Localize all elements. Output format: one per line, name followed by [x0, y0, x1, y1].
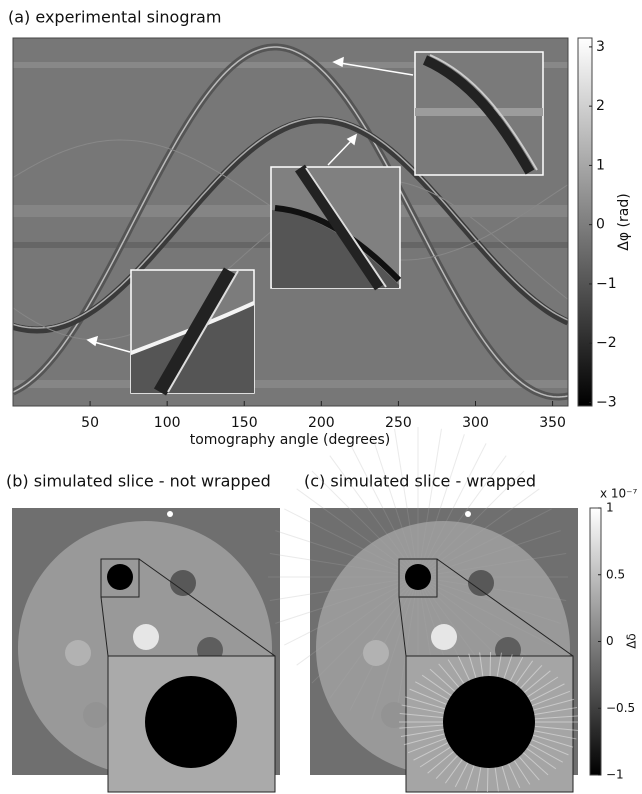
- x-tick-label: 300: [462, 415, 489, 431]
- colorbar-tick-label: −2: [596, 335, 617, 351]
- x-tick-label: 250: [385, 415, 412, 431]
- colorbar-multiplier: x 10⁻⁷: [600, 487, 638, 501]
- x-tick-label: 150: [231, 415, 258, 431]
- panel-c-title: (c) simulated slice - wrapped: [304, 472, 536, 491]
- x-tick-label: 350: [539, 415, 566, 431]
- x-tick-label: 200: [308, 415, 335, 431]
- colorbar-tick-label: −0.5: [606, 701, 635, 715]
- colorbar-tick-label: −3: [596, 394, 617, 410]
- colorbar-tick-label: 0: [606, 634, 614, 648]
- colorbar-tick-label: −1: [606, 768, 624, 782]
- colorbar-label: Δφ (rad): [616, 193, 632, 250]
- slice-wrapped: [268, 427, 579, 793]
- slice-not-wrapped: [12, 508, 280, 793]
- colorbar-tick-label: 2: [596, 98, 605, 114]
- colorbar-tick-label: 3: [596, 39, 605, 55]
- colorbar-tick-label: 0: [596, 217, 605, 233]
- insets: [86, 51, 544, 396]
- axes-frame: [12, 37, 569, 407]
- colorbar-tick-label: −1: [596, 276, 617, 292]
- panel-a-title: (a) experimental sinogram: [8, 8, 221, 27]
- panel-b-title: (b) simulated slice - not wrapped: [6, 472, 271, 491]
- x-axis-label: tomography angle (degrees): [190, 432, 391, 448]
- colorbar-tick-label: 0.5: [606, 567, 625, 581]
- colorbar-label: Δδ: [625, 633, 639, 649]
- colorbar-tick-label: 1: [606, 501, 614, 515]
- colorbar-tick-label: 1: [596, 157, 605, 173]
- x-tick-label: 100: [154, 415, 181, 431]
- colorbar: [577, 37, 593, 407]
- x-tick-label: 50: [81, 415, 99, 431]
